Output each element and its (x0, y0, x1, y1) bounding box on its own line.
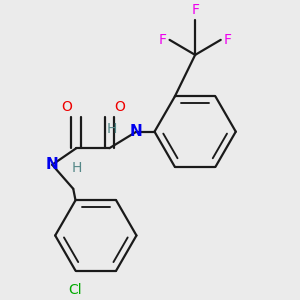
Text: F: F (224, 33, 232, 47)
Text: O: O (114, 100, 125, 114)
Text: N: N (130, 124, 143, 139)
Text: H: H (72, 161, 82, 175)
Text: N: N (46, 157, 58, 172)
Text: Cl: Cl (69, 283, 82, 297)
Text: F: F (159, 33, 167, 47)
Text: O: O (61, 100, 72, 114)
Text: F: F (191, 3, 199, 17)
Text: H: H (106, 122, 117, 136)
